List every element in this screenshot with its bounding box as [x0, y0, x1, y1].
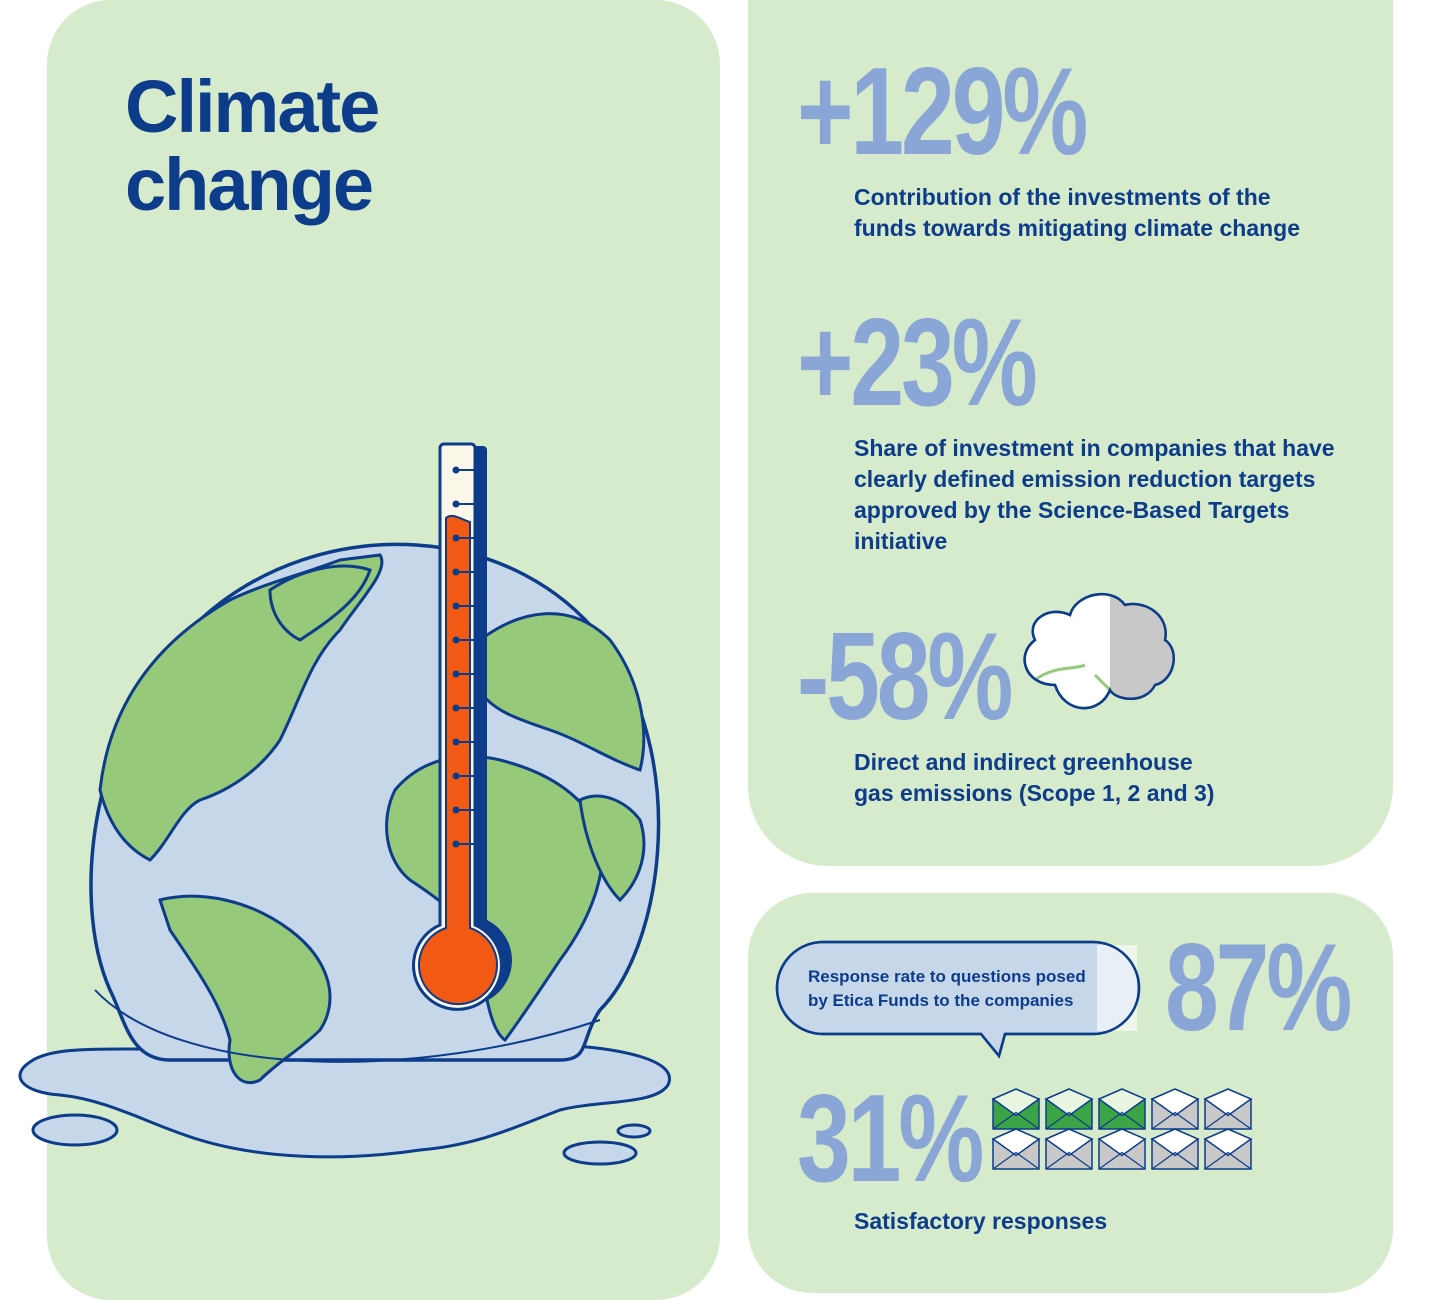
stat-description-mitigation: Contribution of the investments of the f… — [854, 184, 1301, 241]
envelope-grid — [991, 1088, 1253, 1170]
envelope-icon — [1044, 1088, 1094, 1130]
title-line-1: Climate — [125, 65, 380, 148]
speech-bubble-icon — [775, 940, 1141, 1059]
envelope-icon — [1150, 1088, 1200, 1130]
envelope-icon — [1044, 1128, 1094, 1170]
cloud-icon — [1023, 592, 1175, 710]
page-title: Climate change — [125, 68, 485, 224]
envelope-icon — [1203, 1128, 1253, 1170]
stat-value-emissions: -58% — [797, 608, 1013, 746]
envelope-icon — [991, 1128, 1041, 1170]
response-rate-label: Response rate to questions posed by Etic… — [808, 967, 1086, 1010]
envelope-icon — [1097, 1128, 1147, 1170]
envelope-icon — [1097, 1088, 1147, 1130]
stat-value-mitigation: +129% — [797, 43, 1088, 181]
stat-description-emissions: Direct and indirect greenhouse gas emiss… — [854, 749, 1215, 806]
response-rate-value: 87% — [1165, 919, 1352, 1057]
envelope-icon — [1150, 1128, 1200, 1170]
satisfactory-value: 31% — [797, 1070, 984, 1208]
stat-description-sbti: Share of investment in companies that ha… — [854, 435, 1335, 554]
envelope-icon — [1203, 1088, 1253, 1130]
envelope-icon — [991, 1088, 1041, 1130]
stats-card — [748, 0, 1393, 866]
globe-icon — [18, 542, 672, 1166]
thermometer-icon — [412, 442, 513, 1011]
stat-value-sbti: +23% — [797, 294, 1038, 432]
satisfactory-label: Satisfactory responses — [854, 1208, 1108, 1234]
title-line-2: change — [125, 143, 374, 226]
